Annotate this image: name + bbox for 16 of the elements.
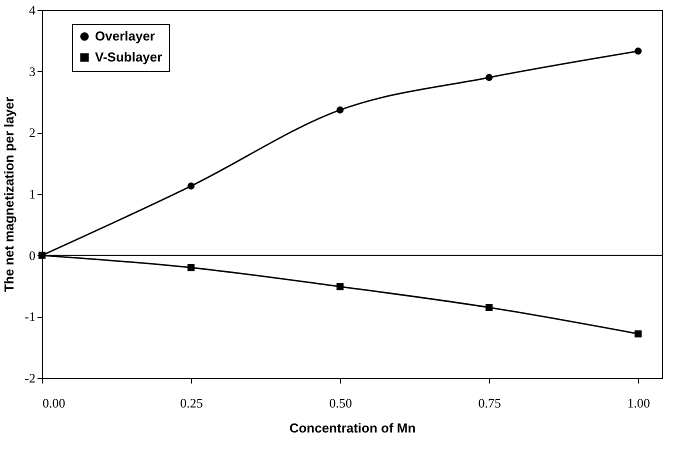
x-tick-label: 0.75 [478,396,501,410]
y-tick-label: 0 [29,248,36,263]
x-axis-title: Concentration of Mn [289,420,416,436]
x-tick-label: 1.00 [627,396,650,410]
x-tick-label: 0.25 [180,396,203,410]
y-axis-title: The net magnetization per layer [2,96,17,292]
x-tick-label: 0.00 [42,396,66,410]
y-tick-label: -2 [24,370,36,386]
y-tick-label: 2 [29,125,36,140]
y-tick-label: -1 [24,309,36,324]
y-tick-label: 4 [29,2,36,18]
y-tick-label: 1 [29,186,36,202]
y-tick-label: 3 [29,64,36,79]
legend-label: Overlayer [95,28,155,44]
legend-label: V-Sublayer [95,50,162,64]
x-tick-label: 0.50 [329,396,352,410]
